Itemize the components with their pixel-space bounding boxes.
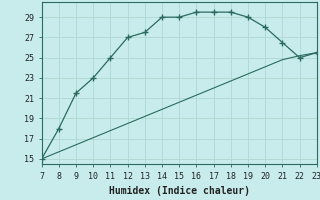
X-axis label: Humidex (Indice chaleur): Humidex (Indice chaleur) xyxy=(109,186,250,196)
